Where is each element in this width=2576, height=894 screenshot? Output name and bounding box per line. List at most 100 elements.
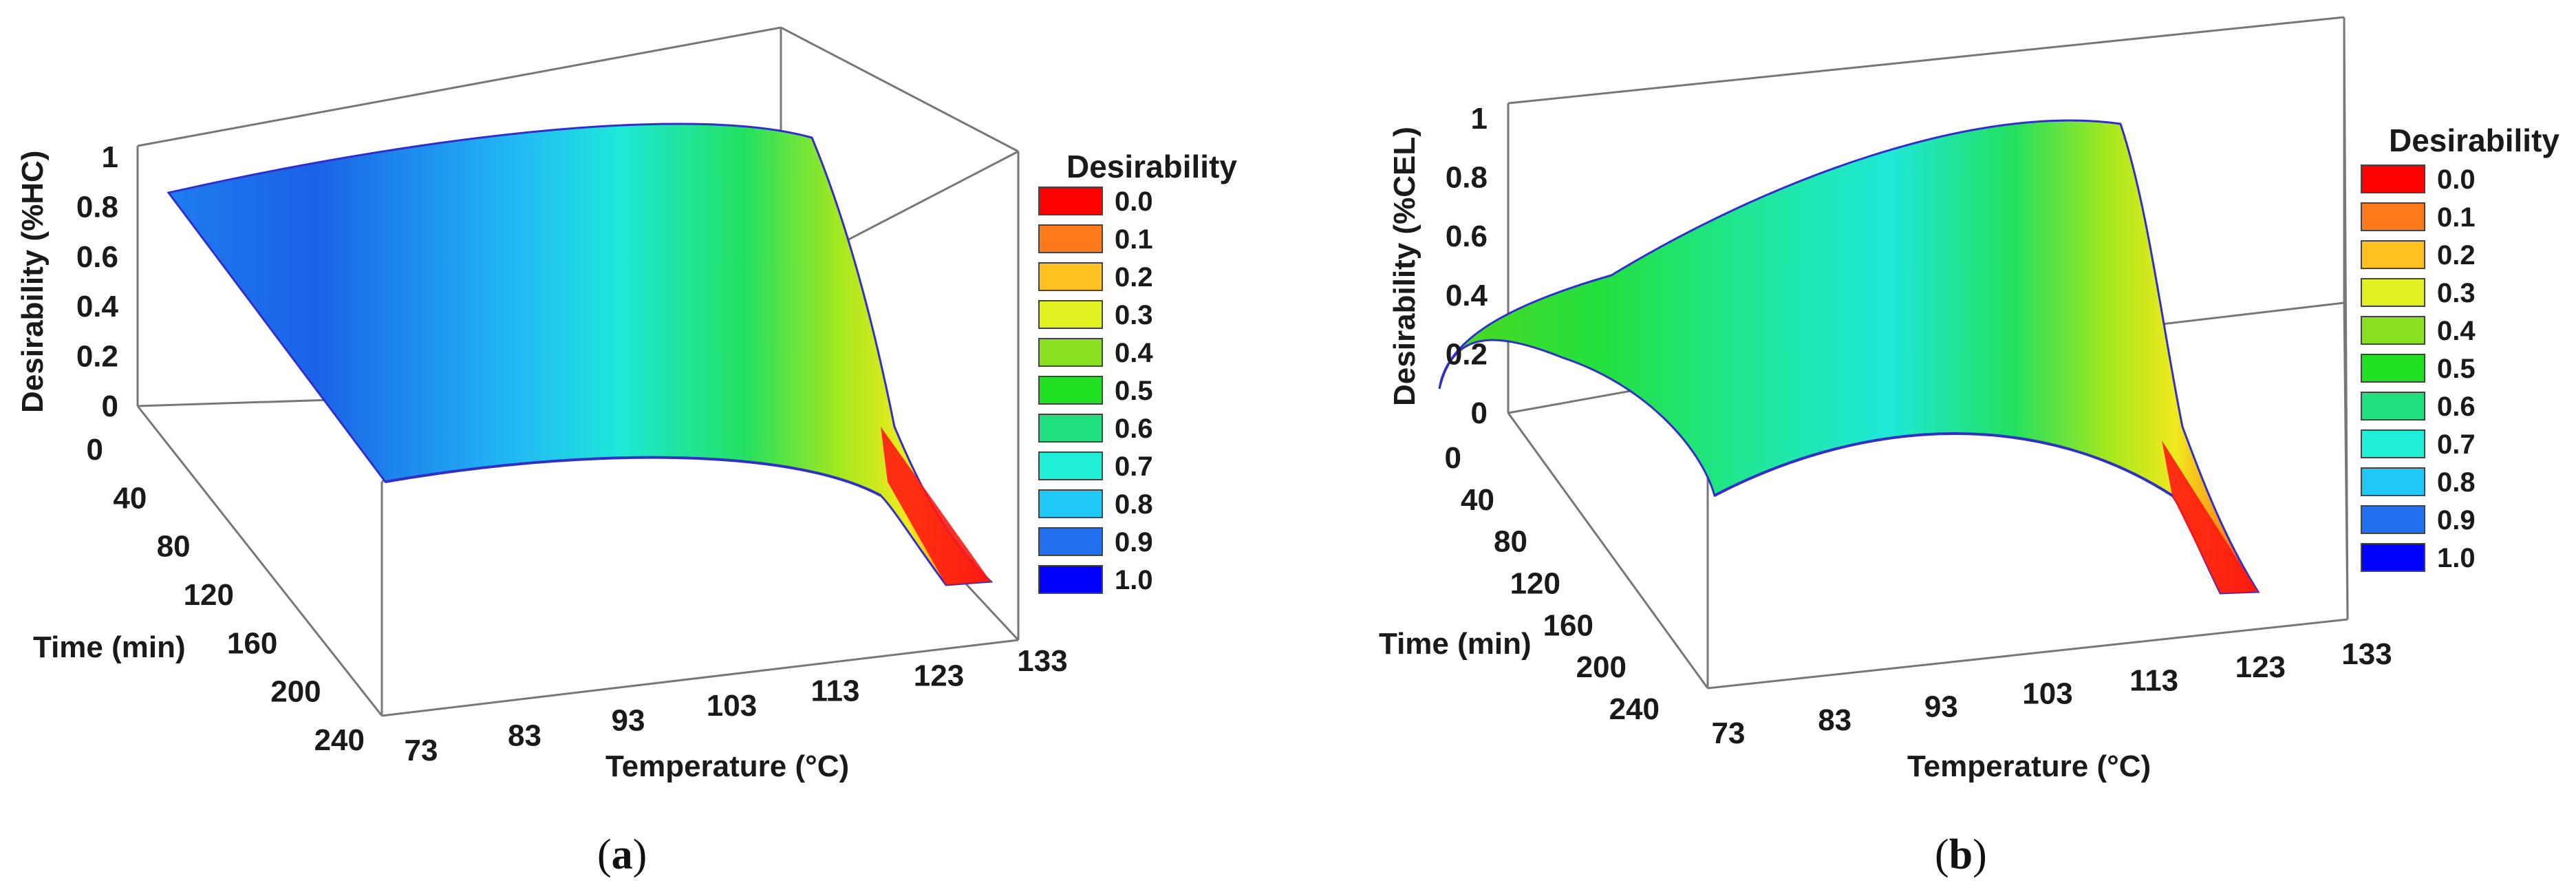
surface-a-red-tail [881, 427, 991, 585]
legend-label: 0.7 [1115, 451, 1153, 482]
z-tick-label: 0.8 [1446, 161, 1488, 195]
y-tick-label: 0 [1445, 441, 1461, 475]
legend-swatch [1038, 262, 1103, 291]
chart-panel-b: 0 0.2 0.4 0.6 0.8 1 0 40 80 120 160 200 240 73 83 93 103… [1288, 0, 2576, 894]
surface-a-front-edge [385, 456, 881, 497]
legend-swatch [2361, 354, 2425, 383]
legend-swatch [2361, 467, 2425, 496]
legend-swatch [2361, 164, 2425, 193]
legend-label: 0.0 [2437, 164, 2476, 195]
x-tick-label: 73 [1712, 716, 1746, 750]
legend-swatch [2361, 202, 2425, 231]
y-tick-label: 80 [1494, 525, 1527, 559]
legend-label: 1.0 [1115, 565, 1153, 595]
y-tick-label: 200 [270, 675, 321, 709]
x-tick-label: 83 [508, 719, 541, 752]
z-tick-label: 1 [102, 140, 118, 174]
legend-swatch [2361, 278, 2425, 307]
chart-svg-a: 0 0.2 0.4 0.6 0.8 1 0 40 80 120 160 200 240 73 83 93 103… [16, 26, 1237, 878]
z-tick-label: 0.2 [76, 340, 118, 374]
y-tick-label: 40 [113, 481, 147, 515]
z-tick-label: 0.6 [76, 240, 118, 274]
z-tick-label: 0.4 [76, 290, 119, 323]
y-tick-label: 240 [314, 723, 365, 757]
z-tick-label: 0.8 [76, 190, 118, 224]
legend-swatch [2361, 316, 2425, 345]
y-tick-label: 80 [157, 530, 191, 564]
x-tick-label: 113 [2129, 663, 2178, 697]
ticks-a: 0 0.2 0.4 0.6 0.8 1 0 40 80 120 160 200 240 73 83 93 103… [76, 140, 1068, 767]
y-axis-label-a: Time (min) [33, 630, 186, 664]
x-tick-label: 133 [2341, 637, 2392, 671]
surface-a [167, 123, 994, 586]
legend-swatch [2361, 505, 2425, 534]
x-tick-label: 93 [612, 704, 645, 738]
panel-label-a: (a) [597, 831, 647, 878]
legend-label: 0.4 [1115, 338, 1153, 368]
x-axis-label-b: Temperature (°C) [1907, 749, 2151, 783]
legend-label: 0.4 [2437, 316, 2476, 346]
z-tick-label: 0.6 [1446, 220, 1488, 253]
x-tick-label: 73 [405, 734, 438, 767]
z-tick-label: 0.4 [1446, 279, 1488, 312]
y-tick-label: 160 [1543, 608, 1593, 642]
legend-label: 0.7 [2437, 429, 2476, 460]
legend-label: 1.0 [2437, 543, 2476, 573]
legend-swatch [1038, 376, 1103, 405]
x-tick-label: 103 [707, 689, 757, 723]
legend-swatch [1038, 224, 1103, 253]
x-axis-label-a: Temperature (°C) [605, 749, 849, 783]
z-axis-label-a: Desirability (%HC) [16, 151, 50, 413]
legend-label: 0.6 [1115, 414, 1153, 444]
legend-label: 0.3 [2437, 278, 2476, 308]
z-tick-label: 0 [102, 390, 118, 423]
legend-swatch [1038, 414, 1103, 443]
legend-label: 0.2 [2437, 240, 2476, 270]
y-tick-label: 240 [1609, 692, 1660, 726]
x-tick-label: 83 [1818, 703, 1852, 737]
panel-letter-b: b [1949, 831, 1973, 878]
y-tick-label: 40 [1461, 483, 1494, 517]
legend-label: 0.3 [1115, 300, 1153, 330]
legend-title: Desirability [2389, 123, 2559, 158]
legend-label: 0.5 [2437, 354, 2476, 384]
panel-label-b: (b) [1935, 831, 1987, 878]
legend-swatch [1038, 451, 1103, 480]
panel-letter-a: a [612, 831, 633, 878]
legend-swatch [1038, 527, 1103, 556]
z-tick-label: 0.2 [1446, 337, 1488, 371]
z-tick-label: 0 [1471, 396, 1488, 430]
x-tick-label: 103 [2022, 677, 2072, 711]
legend-swatch [1038, 565, 1103, 594]
legend-label: 0.6 [2437, 392, 2476, 422]
x-tick-label: 113 [811, 674, 860, 707]
x-tick-label: 93 [1924, 690, 1958, 724]
y-axis-label-b: Time (min) [1379, 627, 1532, 661]
legend-label: 0.9 [1115, 527, 1153, 557]
legend-label: 0.8 [1115, 489, 1153, 520]
z-axis-label-b: Desirability (%CEL) [1388, 127, 1421, 406]
legend-swatch [2361, 240, 2425, 269]
y-tick-label: 120 [184, 578, 234, 612]
x-tick-label: 123 [914, 659, 964, 693]
legend-swatch [1038, 187, 1103, 215]
surface-b-red-tail [2162, 440, 2258, 593]
legend-swatch [2361, 429, 2425, 458]
z-tick-label: 1 [1471, 102, 1488, 136]
legend-label: 0.2 [1115, 262, 1153, 292]
legend-swatch [2361, 392, 2425, 421]
legend-label: 0.1 [1115, 224, 1153, 255]
surface-b [1438, 119, 2260, 595]
legend-swatch [1038, 300, 1103, 329]
chart-panel-a: 0 0.2 0.4 0.6 0.8 1 0 40 80 120 160 200 240 73 83 93 103… [16, 26, 1237, 878]
y-tick-label: 160 [227, 626, 277, 660]
legend-swatch [1038, 489, 1103, 518]
legend-label: 0.0 [1115, 187, 1153, 217]
legend-label: 0.9 [2437, 505, 2476, 535]
legend-title: Desirability [1066, 149, 1237, 184]
y-tick-label: 200 [1576, 650, 1627, 684]
surface-b-front-edge [1714, 432, 2174, 497]
legend-label: 0.5 [1115, 376, 1153, 406]
